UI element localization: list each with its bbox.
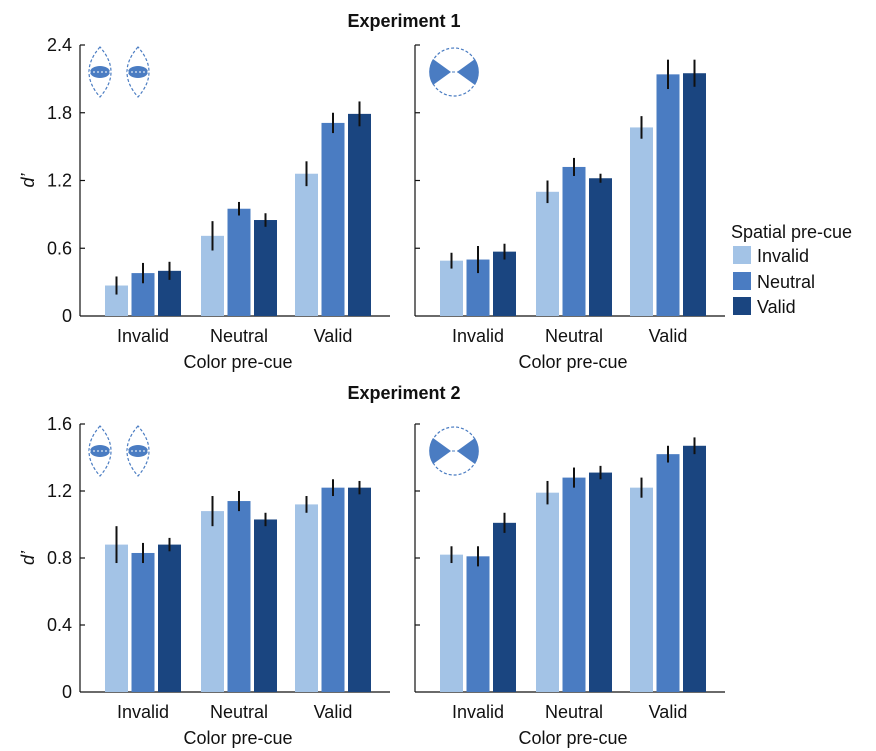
x-tick-label: Invalid	[452, 326, 504, 346]
bar-valid-neutral	[254, 519, 277, 692]
y-tick-label: 1.2	[47, 481, 72, 501]
bar-invalid-neutral	[536, 492, 559, 692]
bar-invalid-invalid	[440, 260, 463, 316]
bar-invalid-neutral	[536, 191, 559, 316]
y-axis-label: d’	[18, 172, 38, 187]
legend-label-valid: Valid	[757, 297, 796, 317]
y-tick-label: 0	[62, 682, 72, 702]
experiment-2-right-panel: Invalid Neutral Valid Color pre-cue	[414, 423, 725, 748]
legend-swatch-valid	[733, 297, 751, 315]
bar-valid-valid	[683, 445, 706, 692]
bar-neutral-valid	[321, 487, 345, 692]
bar-valid-valid	[348, 487, 371, 692]
bar-valid-valid	[348, 113, 371, 316]
bar-invalid-valid	[295, 173, 318, 316]
x-tick-label: Invalid	[452, 702, 504, 722]
bar-valid-invalid	[158, 544, 181, 692]
x-tick-label: Valid	[314, 326, 353, 346]
legend-swatch-invalid	[733, 246, 751, 264]
lens-outline	[126, 46, 150, 98]
lens-outline	[126, 425, 150, 477]
bar-valid-invalid	[493, 522, 516, 692]
x-axis-label: Color pre-cue	[183, 728, 292, 748]
bar-valid-neutral	[589, 178, 612, 316]
lens-blob	[90, 445, 110, 457]
x-axis-label: Color pre-cue	[183, 352, 292, 372]
solid-wedge-cue-icon	[429, 47, 479, 97]
lens-outline	[88, 425, 112, 477]
y-axis-label: d’	[18, 550, 38, 565]
x-tick-label: Valid	[649, 702, 688, 722]
bar-valid-neutral	[589, 472, 612, 692]
bar-invalid-invalid	[105, 544, 128, 692]
bar-neutral-neutral	[227, 501, 251, 692]
y-tick-label: 0.4	[47, 615, 72, 635]
bar-invalid-valid	[630, 127, 653, 316]
y-tick-label: 0.6	[47, 238, 72, 258]
y-tick-label: 1.2	[47, 171, 72, 191]
bar-neutral-neutral	[227, 208, 251, 316]
x-axis-label: Color pre-cue	[518, 728, 627, 748]
spatial-pre-cue-legend: Spatial pre-cue Invalid Neutral Valid	[731, 222, 852, 317]
left-wedge	[429, 438, 451, 464]
bar-invalid-valid	[630, 487, 653, 692]
experiment-2-left-panel: 0 0.4 0.8 1.2 1.6 d’ Invalid Neutral Valid Color …	[18, 414, 390, 748]
y-tick-label: 0	[62, 306, 72, 326]
experiment-1-left-panel: 0 0.6 1.2 1.8 2.4 d’ Invalid Neutral Valid Color …	[18, 35, 390, 372]
bar-invalid-invalid	[440, 554, 463, 692]
lens-blob	[128, 445, 148, 457]
lens-blob	[128, 66, 148, 78]
bar-invalid-neutral	[201, 511, 224, 692]
dual-dashed-lens-cue-icon	[88, 46, 150, 98]
experiment-1-right-panel: Invalid Neutral Valid Color pre-cue	[414, 44, 725, 372]
x-tick-label: Valid	[314, 702, 353, 722]
x-tick-label: Valid	[649, 326, 688, 346]
bar-neutral-invalid	[466, 259, 490, 316]
y-tick-label: 0.8	[47, 548, 72, 568]
legend-swatch-neutral	[733, 272, 751, 290]
bar-neutral-valid	[321, 122, 345, 316]
bar-neutral-neutral	[562, 166, 586, 316]
bar-neutral-invalid	[131, 552, 155, 692]
bar-valid-neutral	[254, 220, 277, 316]
legend-label-invalid: Invalid	[757, 246, 809, 266]
bar-valid-invalid	[158, 270, 181, 316]
bar-valid-invalid	[493, 251, 516, 316]
x-tick-label: Neutral	[210, 702, 268, 722]
x-tick-label: Neutral	[545, 702, 603, 722]
y-tick-label: 1.8	[47, 103, 72, 123]
y-tick-label: 2.4	[47, 35, 72, 55]
bar-invalid-invalid	[105, 285, 128, 316]
bar-neutral-invalid	[131, 273, 155, 316]
bar-neutral-neutral	[562, 477, 586, 692]
x-tick-label: Invalid	[117, 326, 169, 346]
bar-invalid-neutral	[201, 235, 224, 316]
bar-neutral-valid	[656, 74, 680, 316]
bar-invalid-valid	[295, 504, 318, 692]
experiment-1-title: Experiment 1	[347, 11, 460, 31]
bar-neutral-valid	[656, 454, 680, 692]
x-tick-label: Neutral	[210, 326, 268, 346]
bar-neutral-invalid	[466, 556, 490, 692]
left-wedge	[429, 59, 451, 85]
lens-outline	[88, 46, 112, 98]
legend-label-neutral: Neutral	[757, 272, 815, 292]
x-tick-label: Neutral	[545, 326, 603, 346]
solid-wedge-cue-icon	[429, 426, 479, 476]
lens-blob	[90, 66, 110, 78]
legend-title: Spatial pre-cue	[731, 222, 852, 242]
y-tick-label: 1.6	[47, 414, 72, 434]
experiment-2-title: Experiment 2	[347, 383, 460, 403]
dual-dashed-lens-cue-icon	[88, 425, 150, 477]
x-axis-label: Color pre-cue	[518, 352, 627, 372]
x-tick-label: Invalid	[117, 702, 169, 722]
bar-valid-valid	[683, 73, 706, 317]
